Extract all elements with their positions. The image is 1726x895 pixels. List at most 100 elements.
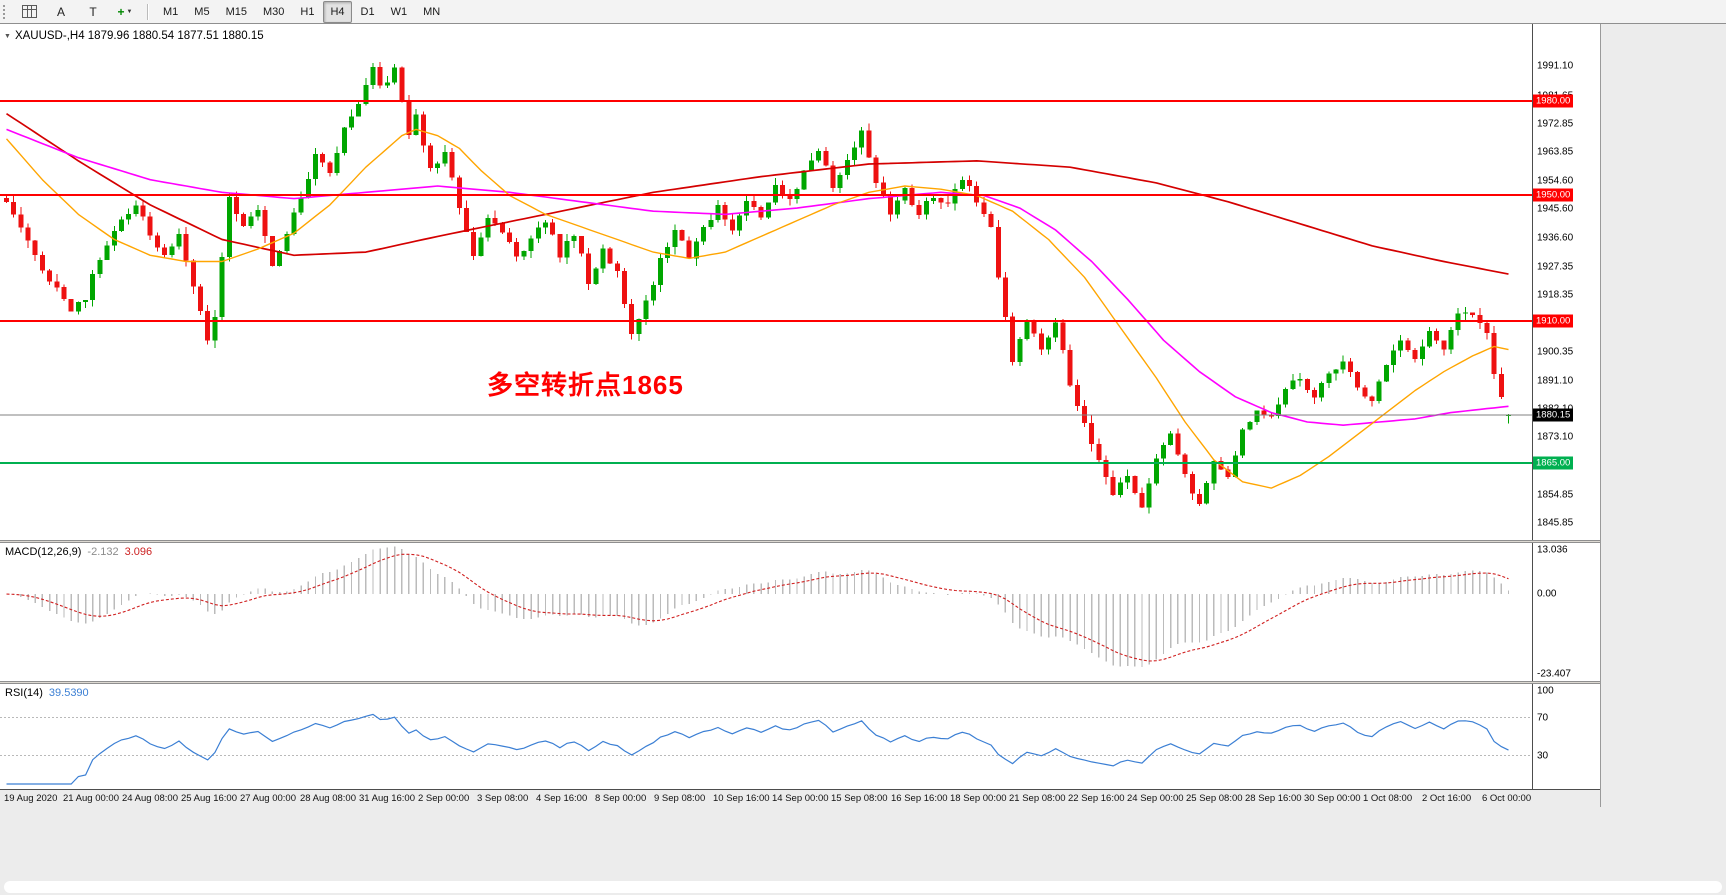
panel-splitter[interactable] [0,540,1600,543]
arrow-tool-button-label: A [56,4,65,19]
time-axis-label: 14 Sep 00:00 [772,793,829,804]
toolbar: A T + ▼ M1 M5 M15 M30 H1 H4 D1 W1 MN [0,0,1726,24]
price-tick: 1845.85 [1537,517,1574,529]
price-tick: 1900.35 [1537,346,1574,358]
tf-button-h4[interactable]: H4 [323,0,352,23]
time-axis-label: 6 Oct 00:00 [1482,793,1532,804]
rsi-plot[interactable] [0,684,1532,789]
time-axis-label: 18 Sep 00:00 [950,793,1007,804]
collapse-triangle-icon[interactable]: ▼ [4,32,11,40]
price-tick: 1972.85 [1537,118,1574,130]
tf-button-h1[interactable]: H1 [300,5,315,18]
tf-button-d1[interactable]: D1 [360,5,375,18]
time-axis-label: 21 Sep 08:00 [1009,793,1066,804]
macd-scale-label: -23.407 [1537,668,1571,680]
main-chart-panel: ▼ XAUUSD-,H4 1879.96 1880.54 1877.51 188… [0,24,1600,540]
price-tick: 1927.35 [1537,261,1574,273]
tf-button-m1[interactable]: M1 [163,5,179,18]
rsi-scale-label: 30 [1537,750,1549,762]
hline-price-label: 1950.00 [1533,188,1574,202]
macd-main-value: -2.132 [87,546,119,558]
dropdown-caret-icon: ▼ [126,8,133,15]
price-tick: 1854.85 [1537,489,1574,501]
price-tick: 1873.10 [1537,431,1574,443]
arrow-tool-button[interactable]: A [46,1,76,23]
macd-scale[interactable]: 13.036 0.00 -23.407 [1532,543,1600,681]
time-axis-label: 19 Aug 2020 [4,793,58,804]
time-axis-label: 10 Sep 16:00 [713,793,770,804]
macd-plot[interactable] [0,543,1532,681]
status-strip [4,881,1722,893]
chart-window: ▼ XAUUSD-,H4 1879.96 1880.54 1877.51 188… [0,24,1600,807]
chart-grid-icon [21,5,37,18]
price-scale[interactable]: 1991.101981.651972.851963.851954.601945.… [1532,24,1600,540]
time-axis-label: 4 Sep 16:00 [536,793,588,804]
panel-splitter-2[interactable] [0,681,1600,684]
annotation-text[interactable]: 多空转折点1865 [487,370,684,400]
rsi-scale-label: 70 [1537,712,1549,724]
macd-panel: MACD(12,26,9) -2.132 3.096 13.036 0.00 -23… [0,543,1600,681]
time-axis-label: 30 Sep 00:00 [1304,793,1361,804]
price-chart-plot[interactable] [0,24,1532,540]
toolbar-grip[interactable] [3,4,8,19]
window-right-margin [1600,24,1726,807]
current-price-label: 1880.15 [1533,408,1574,422]
macd-signal-value: 3.096 [124,546,153,558]
tf-button-m15[interactable]: M15 [225,5,247,18]
time-axis-label: 21 Aug 00:00 [63,793,119,804]
price-tick: 1945.60 [1537,203,1574,215]
timeframe-button-group: M1 M5 M15 M30 H1 H4 D1 W1 MN [155,0,448,23]
price-tick: 1936.60 [1537,232,1574,244]
time-axis-label: 25 Sep 08:00 [1186,793,1243,804]
tool-button-group: A T + ▼ [13,1,141,23]
time-axis-label: 1 Oct 08:00 [1363,793,1413,804]
time-scale[interactable]: 19 Aug 2020 21 Aug 00:00 24 Aug 08:00 25 Au… [0,789,1600,807]
macd-scale-label: 0.00 [1537,588,1557,600]
chart-title: ▼ XAUUSD-,H4 1879.96 1880.54 1877.51 188… [4,30,264,42]
time-axis-label: 15 Sep 08:00 [831,793,888,804]
chart-title-text: XAUUSD-,H4 1879.96 1880.54 1877.51 1880.… [14,30,264,42]
tf-button-m30[interactable]: M30 [262,5,285,18]
time-axis-label: 28 Aug 08:00 [300,793,356,804]
hline-price-label: 1980.00 [1533,94,1574,108]
toolbar-separator [147,3,149,20]
chart-window-button[interactable] [14,1,44,23]
rsi-label: RSI(14) 39.5390 [5,687,89,699]
indicators-button[interactable]: + ▼ [110,1,140,23]
rsi-label-text: RSI(14) [5,687,43,699]
time-axis-label: 2 Oct 16:00 [1422,793,1472,804]
price-tick: 1918.35 [1537,289,1574,301]
time-axis-label: 2 Sep 00:00 [418,793,470,804]
hline-price-label: 1910.00 [1533,314,1574,328]
time-axis-label: 3 Sep 08:00 [477,793,529,804]
rsi-scale-label: 100 [1537,685,1554,697]
time-axis-label: 28 Sep 16:00 [1245,793,1302,804]
footer-area [0,807,1726,895]
price-tick: 1954.60 [1537,175,1574,187]
tf-button-w1[interactable]: W1 [390,5,408,18]
price-tick: 1963.85 [1537,146,1574,158]
time-axis-label: 27 Aug 00:00 [240,793,296,804]
hline-price-label: 1865.00 [1533,456,1574,470]
time-axis-label: 24 Sep 00:00 [1127,793,1184,804]
rsi-scale[interactable]: 100 70 30 [1532,684,1600,789]
time-axis-label: 22 Sep 16:00 [1068,793,1125,804]
text-tool-button-label: T [89,4,97,19]
indicators-button-label: + [117,4,125,19]
price-tick: 1891.10 [1537,375,1574,387]
price-tick: 1991.10 [1537,60,1574,72]
time-axis-label: 9 Sep 08:00 [654,793,706,804]
text-tool-button[interactable]: T [78,1,108,23]
tf-button-m5[interactable]: M5 [194,5,210,18]
tf-button-mn[interactable]: MN [423,5,441,18]
macd-scale-label: 13.036 [1537,544,1568,556]
macd-label-text: MACD(12,26,9) [5,546,82,558]
macd-label: MACD(12,26,9) -2.132 3.096 [5,546,153,558]
time-axis-label: 31 Aug 16:00 [359,793,415,804]
rsi-value: 39.5390 [48,687,89,699]
time-axis-label: 24 Aug 08:00 [122,793,178,804]
time-axis-label: 16 Sep 16:00 [891,793,948,804]
time-axis-label: 25 Aug 16:00 [181,793,237,804]
time-axis-label: 8 Sep 00:00 [595,793,647,804]
rsi-panel: RSI(14) 39.5390 100 70 30 [0,684,1600,789]
